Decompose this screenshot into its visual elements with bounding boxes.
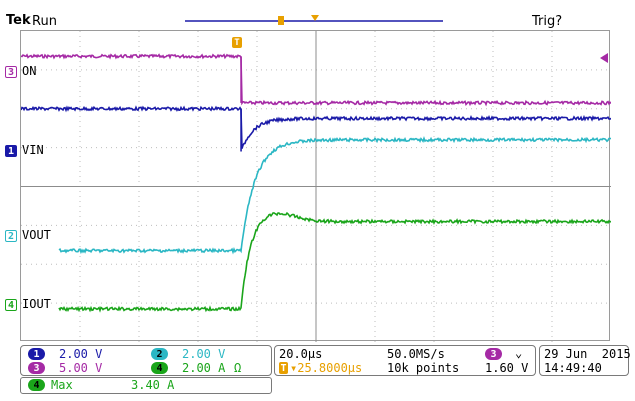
trigger-slope-icon: ⌄ [515,346,523,360]
ch3-label: ON [22,64,37,78]
trigger-status: Trig? [532,14,563,29]
run-state: Run [32,14,57,29]
ch1-label: VIN [22,143,44,157]
record-length: 10k points [387,361,460,375]
measurement-panel[interactable]: 4 Max 3.40 A [20,377,272,394]
timebase-panel[interactable]: 20.0µs 50.0MS/s 3 ⌄ T ▾25.8000µs 10k poi… [274,345,536,376]
ch3-marker[interactable]: 3 [5,66,17,78]
waveform-canvas [21,31,611,342]
ch4-impedance-icon: Ω [234,361,242,375]
brand-label: Tek [6,13,31,28]
trace-ch3-on [21,53,611,107]
ch3-scale-value: 5.00 V [59,361,103,375]
ch2-scale-value: 2.00 V [182,347,226,361]
record-view-bar [185,15,443,25]
ch4-marker[interactable]: 4 [5,299,17,311]
ch2-scale-badge: 2 [151,348,168,360]
trigger-level-arrow[interactable] [598,52,610,64]
ch1-marker[interactable]: 1 [5,145,17,157]
horizontal-scale: 20.0µs [279,347,323,361]
time-value: 14:49:40 [544,361,602,375]
trigger-position-icon: T [279,362,288,374]
ch4-label: IOUT [22,297,51,311]
ch2-label: VOUT [22,228,51,242]
trace-ch1-vin [21,105,611,149]
trigger-source-badge: 3 [485,348,502,360]
ch1-scale-value: 2.00 V [59,347,103,361]
ch2-marker[interactable]: 2 [5,230,17,242]
measurement-label: Max [51,378,73,392]
measurement-value: 3.40 A [131,378,175,392]
ch4-scale-badge: 4 [151,362,168,374]
trace-ch4-iout [58,211,611,313]
measurement-channel-badge: 4 [28,379,45,391]
trigger-position-marker[interactable] [278,16,284,25]
ch4-scale-value: 2.00 A [182,361,226,375]
waveform-display[interactable] [20,30,611,342]
datetime-panel: 29 Jun 2015 14:49:40 [539,345,631,376]
trace-ch2-vout [58,136,611,255]
trigger-t-marker[interactable]: T [232,37,242,48]
trigger-position-value: ▾25.8000µs [290,361,363,375]
channel-scale-panel[interactable]: 1 2.00 V 2 2.00 V 3 5.00 V 4 2.00 A Ω [20,345,272,376]
ch1-scale-badge: 1 [28,348,45,360]
date-value: 29 Jun 2015 [544,347,631,361]
trigger-level: 1.60 V [485,361,529,375]
sample-rate: 50.0MS/s [387,347,445,361]
expansion-point-marker[interactable] [311,15,319,21]
ch3-scale-badge: 3 [28,362,45,374]
